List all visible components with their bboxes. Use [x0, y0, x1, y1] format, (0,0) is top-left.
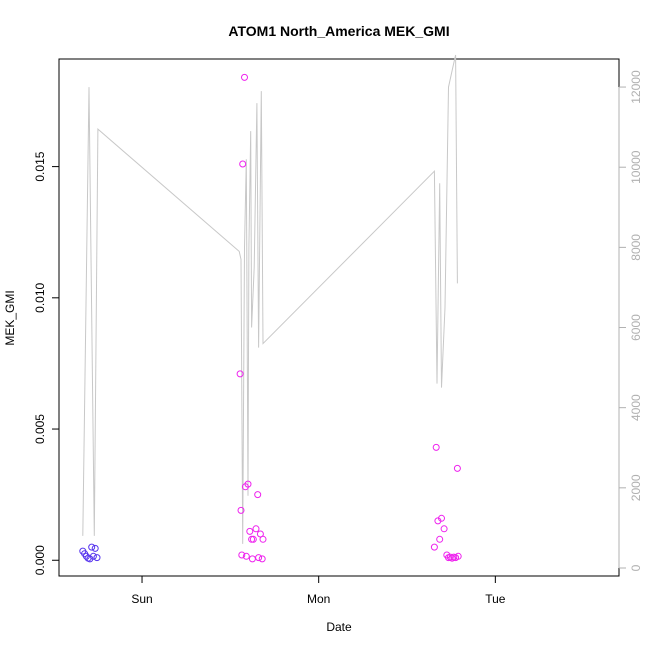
y-tick-label: 0.000 [33, 545, 47, 575]
y-tick-label: 0.010 [33, 282, 47, 312]
y-tick-label: 0.015 [33, 151, 47, 181]
y2-tick-label: 0 [629, 564, 643, 571]
data-point [246, 527, 254, 535]
data-point [254, 491, 262, 499]
y2-tick-label: 12000 [629, 70, 643, 104]
data-point [89, 552, 97, 560]
data-point [239, 160, 247, 168]
data-point [252, 525, 260, 533]
plot-frame [58, 58, 620, 577]
data-point [242, 552, 250, 560]
series-line [82, 54, 458, 544]
x-tick-label: Tue [485, 592, 506, 606]
data-point [249, 535, 257, 543]
y2-tick-label: 8000 [629, 234, 643, 261]
line-series-layer [82, 54, 458, 544]
x-axis: Sun Mon Tue [131, 575, 506, 606]
y-axis: 0.000 0.005 0.010 0.015 [33, 151, 60, 575]
data-point [438, 514, 445, 522]
chart-title: ATOM1 North_America MEK_GMI [228, 23, 449, 39]
y2-tick-label: 4000 [629, 394, 643, 421]
y2-tick-label: 6000 [629, 314, 643, 341]
data-point [241, 73, 248, 81]
data-point [255, 554, 263, 562]
data-point [248, 555, 256, 563]
data-point [453, 464, 461, 472]
data-point [244, 480, 252, 488]
data-point [93, 554, 101, 562]
data-point [88, 543, 96, 551]
data-point [436, 535, 444, 543]
data-point [238, 551, 246, 559]
data-point [446, 553, 454, 561]
y2-tick-label: 2000 [629, 474, 643, 501]
data-point [432, 443, 440, 451]
y-axis-label: MEK_GMI [3, 290, 17, 345]
data-point [448, 554, 456, 562]
data-point [259, 535, 267, 543]
data-point [454, 552, 462, 560]
x-tick-label: Mon [307, 592, 330, 606]
y2-tick-label: 10000 [629, 150, 643, 184]
data-point [430, 543, 438, 551]
data-point [237, 506, 245, 514]
data-point [236, 370, 244, 378]
data-point [258, 555, 266, 563]
data-point [440, 525, 448, 533]
x-tick-label: Sun [131, 592, 152, 606]
y-tick-label: 0.005 [33, 414, 47, 444]
x-axis-label: Date [326, 620, 352, 634]
data-point [91, 544, 99, 552]
y2-axis: 0 2000 4000 6000 8000 10000 12000 [618, 70, 643, 571]
point-series-layer [79, 73, 462, 563]
